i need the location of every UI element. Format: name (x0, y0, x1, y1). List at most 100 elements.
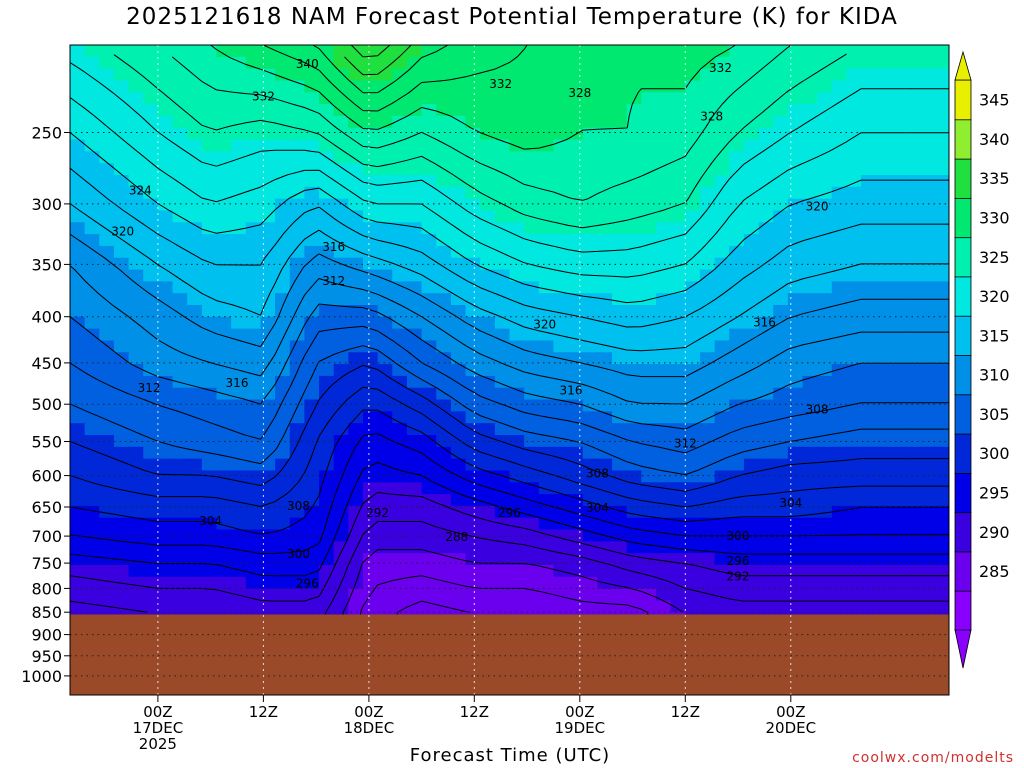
theta-cell (524, 163, 540, 176)
theta-cell (84, 458, 100, 472)
theta-cell (406, 340, 423, 353)
theta-cell (377, 482, 393, 495)
theta-cell (231, 198, 247, 212)
theta-cell (157, 281, 174, 294)
theta-cell (919, 517, 935, 531)
theta-cell (480, 565, 496, 578)
theta-cell (128, 446, 144, 460)
theta-cell (494, 234, 511, 247)
theta-cell (333, 446, 349, 460)
colorbar-swatch (954, 590, 972, 631)
theta-cell (172, 163, 188, 176)
theta-cell (787, 139, 804, 152)
theta-cell (670, 127, 686, 141)
theta-cell (641, 411, 657, 424)
theta-cell (743, 139, 760, 152)
y-axis: 2503003504004505005506006507007508008509… (21, 124, 70, 686)
theta-cell (699, 186, 716, 200)
theta-cell (465, 316, 481, 330)
theta-cell (113, 541, 130, 554)
theta-cell (758, 56, 774, 70)
theta-cell (670, 210, 686, 223)
theta-cell (524, 600, 540, 613)
theta-cell (187, 210, 203, 223)
theta-cell (729, 104, 745, 117)
theta-cell (113, 446, 130, 460)
theta-cell (245, 139, 262, 152)
theta-cell (143, 541, 159, 554)
theta-cell (743, 56, 760, 70)
theta-cell (597, 198, 613, 212)
theta-cell (817, 80, 833, 93)
theta-cell (846, 423, 862, 436)
theta-cell (553, 210, 569, 223)
theta-cell (612, 505, 628, 519)
theta-cell (275, 565, 291, 578)
theta-cell (392, 446, 408, 460)
theta-cell (597, 458, 613, 472)
theta-cell (553, 45, 569, 58)
theta-cell (450, 364, 467, 377)
theta-cell (216, 104, 232, 117)
theta-cell (392, 435, 408, 448)
theta-cell (553, 163, 569, 176)
theta-cell (524, 269, 540, 282)
theta-cell (333, 127, 349, 141)
theta-cell (187, 68, 203, 82)
theta-cell (656, 553, 672, 566)
theta-cell (787, 281, 804, 294)
theta-cell (861, 151, 877, 164)
theta-cell (436, 470, 452, 483)
theta-cell (99, 482, 115, 495)
theta-cell (187, 470, 203, 483)
theta-cell (890, 186, 906, 200)
theta-cell (275, 316, 291, 330)
theta-cell (612, 316, 628, 330)
theta-cell (187, 435, 203, 448)
theta-cell (626, 470, 642, 483)
theta-cell (84, 222, 100, 235)
x-tick-label: 12Z (460, 703, 489, 721)
theta-cell (802, 352, 818, 365)
theta-cell (201, 364, 218, 377)
theta-cell (890, 56, 906, 70)
theta-cell (201, 269, 218, 282)
theta-cell (524, 245, 540, 259)
theta-cell (157, 387, 174, 401)
theta-cell (905, 588, 921, 602)
theta-cell (260, 494, 276, 507)
theta-cell (524, 257, 540, 271)
theta-cell (875, 316, 891, 330)
theta-cell (641, 541, 657, 554)
theta-cell (260, 281, 276, 294)
theta-cell (582, 186, 598, 200)
theta-cell (128, 80, 144, 93)
theta-cell (450, 387, 467, 401)
theta-cell (406, 517, 423, 531)
theta-cell (890, 210, 906, 223)
theta-cell (758, 175, 774, 188)
theta-cell (172, 399, 188, 412)
theta-cell (172, 198, 188, 212)
theta-cell (582, 364, 598, 377)
theta-cell (70, 517, 86, 531)
theta-cell (699, 45, 716, 58)
theta-cell (319, 281, 335, 294)
theta-cell (905, 565, 921, 578)
theta-cell (143, 505, 159, 519)
theta-cell (480, 175, 496, 188)
theta-cell (831, 45, 848, 58)
theta-cell (260, 45, 276, 58)
theta-cell (113, 565, 130, 578)
theta-cell (626, 222, 642, 235)
theta-cell (641, 45, 657, 58)
theta-cell (905, 352, 921, 365)
theta-cell (729, 175, 745, 188)
theta-cell (70, 305, 86, 318)
theta-cell (773, 517, 789, 531)
colorbar-swatch (954, 393, 972, 435)
theta-cell (465, 186, 481, 200)
theta-cell (143, 186, 159, 200)
theta-cell (421, 80, 437, 93)
theta-cell (802, 115, 818, 129)
